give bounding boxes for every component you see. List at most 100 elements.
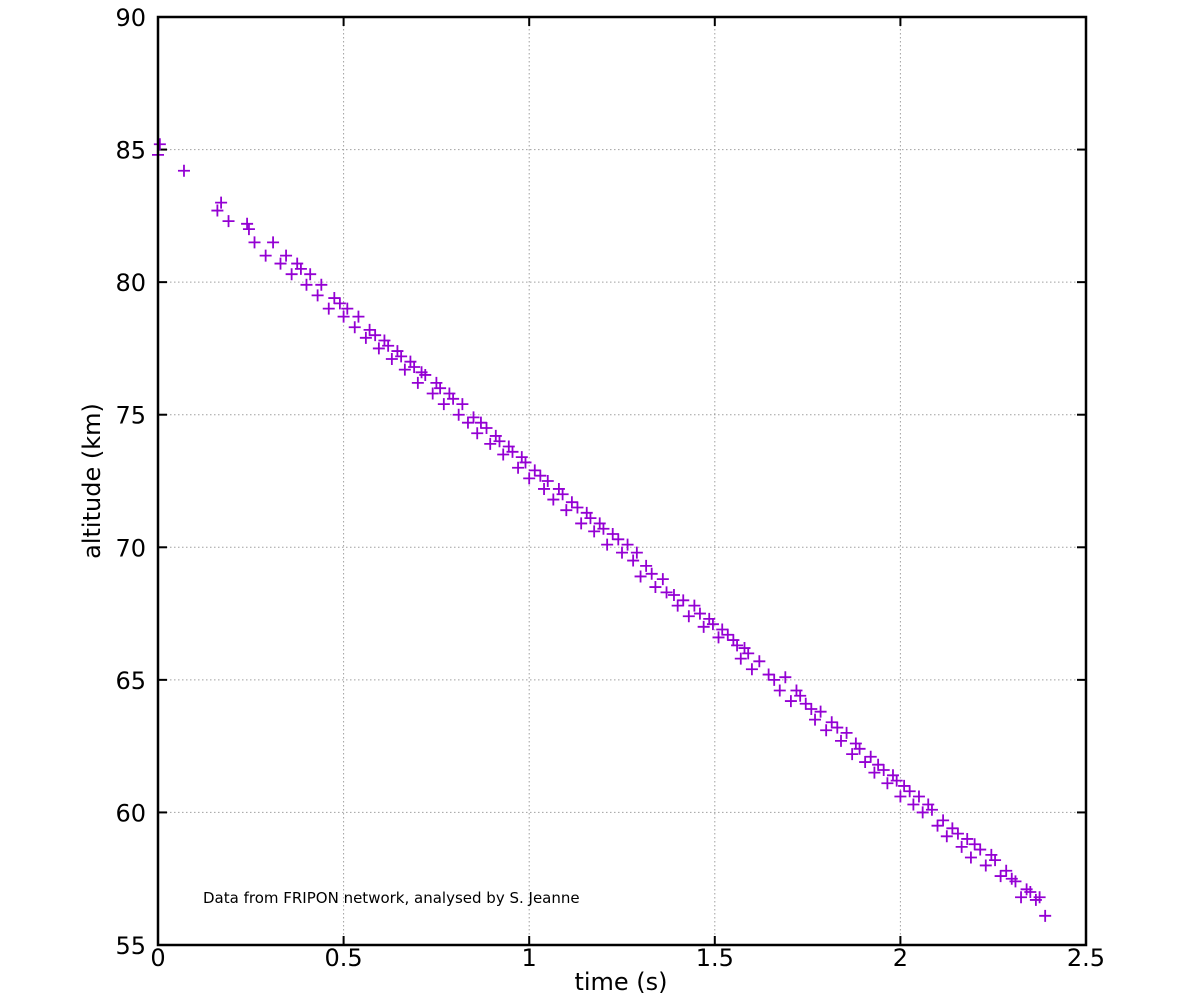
data-point	[493, 435, 506, 448]
data-point	[294, 262, 307, 275]
data-point	[315, 278, 328, 291]
data-point	[452, 408, 465, 421]
data-point	[274, 257, 287, 270]
data-point	[242, 223, 255, 236]
data-point	[989, 854, 1002, 867]
data-point	[419, 368, 432, 381]
data-point	[799, 697, 812, 710]
data-point	[534, 469, 547, 482]
data-point	[541, 475, 554, 487]
y-tick-label: 70	[115, 534, 146, 562]
data-point	[805, 703, 818, 716]
data-point	[259, 249, 272, 262]
data-point	[964, 851, 977, 864]
data-point	[621, 538, 634, 551]
data-point	[363, 323, 376, 336]
data-point	[784, 695, 797, 708]
data-point	[835, 734, 848, 747]
data-point	[762, 668, 775, 681]
data-point	[616, 546, 628, 559]
data-point	[565, 496, 578, 509]
data-point	[890, 774, 903, 787]
data-point	[1033, 891, 1046, 904]
data-point	[519, 456, 532, 469]
data-point	[721, 628, 734, 641]
x-tick-label: 2.5	[1067, 944, 1105, 972]
data-point	[859, 756, 872, 769]
data-point	[456, 398, 469, 411]
data-point	[211, 204, 224, 217]
data-point	[285, 268, 298, 281]
data-point	[437, 398, 450, 411]
data-point	[779, 671, 792, 684]
data-point	[1009, 875, 1022, 888]
data-point	[471, 427, 484, 440]
data-point	[571, 501, 584, 514]
data-point	[840, 726, 853, 739]
data-point	[693, 607, 706, 620]
data-point	[333, 297, 346, 310]
data-point	[538, 482, 551, 495]
data-point	[742, 647, 755, 660]
data-point	[447, 392, 460, 405]
data-point	[528, 464, 541, 477]
data-point	[831, 721, 844, 734]
data-point	[372, 342, 385, 355]
data-point	[907, 798, 920, 811]
y-tick-label: 75	[115, 402, 146, 430]
data-point	[916, 806, 929, 819]
data-point	[523, 472, 536, 485]
x-tick-label: 2	[893, 944, 908, 972]
data-point	[248, 236, 261, 249]
data-point	[731, 639, 744, 652]
y-tick-label: 80	[115, 269, 146, 297]
data-points	[152, 138, 1052, 922]
data-point	[222, 215, 235, 228]
data-point	[1015, 891, 1028, 904]
data-point	[656, 573, 669, 586]
data-point	[395, 350, 408, 363]
data-point	[697, 620, 710, 633]
data-point	[825, 716, 838, 729]
data-point	[745, 663, 758, 676]
data-point	[925, 803, 938, 816]
axis-ticks	[157, 16, 1087, 946]
x-tick-label: 0	[150, 944, 165, 972]
data-point	[820, 724, 833, 737]
data-point	[369, 329, 382, 342]
data-point	[311, 289, 324, 302]
data-point	[497, 448, 510, 461]
data-point	[484, 437, 497, 450]
data-point	[940, 830, 953, 843]
data-point	[461, 416, 474, 429]
data-point	[961, 832, 974, 845]
data-point	[267, 236, 280, 249]
data-point	[627, 554, 640, 567]
data-point	[937, 814, 950, 827]
data-point	[912, 790, 925, 803]
data-point	[300, 278, 313, 291]
data-point	[597, 522, 610, 535]
data-point	[877, 764, 890, 777]
data-point	[903, 785, 916, 798]
data-point	[994, 870, 1007, 883]
data-point	[467, 411, 480, 424]
data-point	[398, 363, 411, 376]
data-point	[575, 517, 588, 530]
data-point	[640, 559, 653, 572]
data-point	[177, 164, 190, 177]
data-point	[304, 268, 317, 281]
y-tick-label: 55	[115, 932, 146, 960]
y-tick-label: 60	[115, 799, 146, 827]
data-point	[322, 302, 335, 315]
plot-frame	[156, 15, 1088, 947]
data-point	[979, 859, 992, 872]
data-point	[951, 827, 964, 840]
data-point	[881, 777, 894, 790]
data-point	[868, 766, 881, 779]
data-point	[894, 790, 907, 803]
data-point	[864, 750, 877, 763]
x-axis-label: time (s)	[574, 968, 667, 996]
data-point	[853, 742, 866, 755]
